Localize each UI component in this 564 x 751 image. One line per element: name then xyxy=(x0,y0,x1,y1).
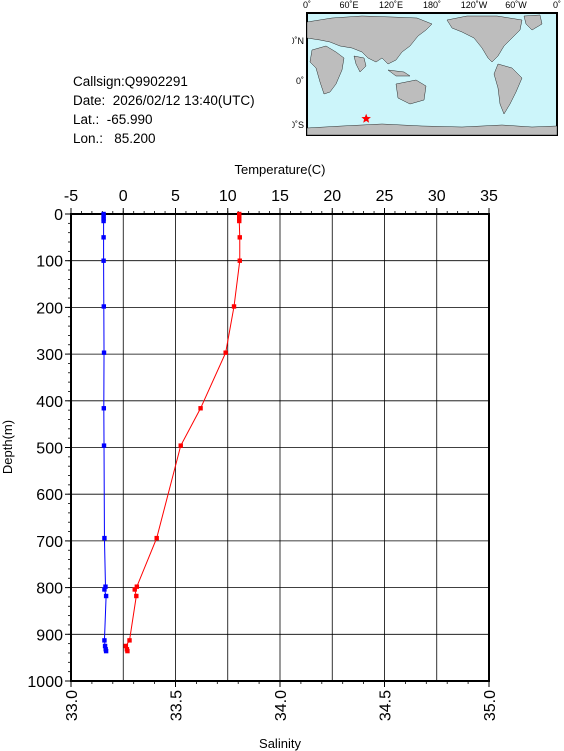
salinity-point xyxy=(101,211,106,217)
temperature-line xyxy=(125,214,241,652)
map-lat-label: 0˚ xyxy=(296,76,304,86)
top-tick-label: 30 xyxy=(428,188,446,205)
left-tick-label: 100 xyxy=(36,254,63,271)
top-tick-label: -5 xyxy=(64,188,78,205)
left-tick-label: 600 xyxy=(36,487,63,504)
salinity-point xyxy=(103,593,109,599)
star-icon xyxy=(361,113,371,123)
map-lon-label: 0˚ xyxy=(553,0,561,10)
salinity-point xyxy=(101,350,107,355)
top-tick-label: 20 xyxy=(323,188,341,205)
latitude-text: Lat.: -65.990 xyxy=(73,112,153,127)
salinity-point xyxy=(103,648,109,654)
callsign-text: Callsign:Q9902291 xyxy=(73,74,188,89)
left-tick-label: 300 xyxy=(36,347,63,364)
indonesia-landmass xyxy=(387,69,411,77)
salinity-point xyxy=(101,214,106,219)
greenland-landmass xyxy=(523,14,543,31)
bottom-axis-label: Salinity xyxy=(259,736,301,751)
map-lon-label: 60˚W xyxy=(505,0,527,10)
float-info: Callsign:Q9902291 Date: 2026/02/12 13:40… xyxy=(73,72,255,148)
bottom-tick-label: 34.5 xyxy=(378,690,395,721)
temperature-point xyxy=(237,235,242,240)
map-lon-label: 0˚ xyxy=(303,0,311,10)
temperature-point xyxy=(237,218,242,224)
salinity-point xyxy=(102,535,107,541)
salinity-point xyxy=(102,643,108,649)
map-land xyxy=(306,14,558,136)
map-lon-label: 120˚W xyxy=(461,0,488,10)
top-tick-label: 35 xyxy=(480,188,498,205)
top-tick-label: 25 xyxy=(376,188,394,205)
top-tick-label: 5 xyxy=(171,188,180,205)
salinity-point xyxy=(101,304,107,309)
left-tick-label: 900 xyxy=(36,627,63,644)
left-tick-label: 700 xyxy=(36,534,63,551)
left-axis-label: Depth(m) xyxy=(0,420,15,474)
top-axis-label: Temperature(C) xyxy=(234,162,325,177)
antarctica-landmass xyxy=(306,123,558,136)
south-america-landmass xyxy=(493,63,523,115)
temperature-point xyxy=(237,216,242,221)
india-landmass xyxy=(353,55,367,73)
longitude-text: Lon.: 85.200 xyxy=(73,131,156,146)
australia-landmass xyxy=(395,79,427,105)
bottom-tick-label: 33.5 xyxy=(169,690,186,721)
salinity-point xyxy=(101,258,106,263)
temperature-point xyxy=(134,584,140,589)
temperature-point xyxy=(237,214,242,219)
salinity-point xyxy=(101,443,107,448)
temperature-point xyxy=(127,638,132,643)
map-lat-label: 60˚S xyxy=(292,120,304,130)
left-tick-label: 400 xyxy=(36,394,63,411)
salinity-point xyxy=(102,587,107,592)
map-lat-label: 60˚N xyxy=(292,36,304,46)
eurasia-landmass xyxy=(306,15,433,65)
salinity-point xyxy=(102,638,107,643)
temperature-point xyxy=(154,535,159,541)
salinity-point xyxy=(101,218,106,224)
salinity-point xyxy=(101,216,106,221)
temperature-point xyxy=(223,350,228,355)
profile-chart: -5 0 5 10 15 20 25 30 35010020030040050060070080… xyxy=(0,162,499,751)
map-top-tick-labels: 0˚ 60˚E 120˚E 180˚ 120˚W 60˚W 0˚ xyxy=(303,0,561,10)
top-tick-label: 15 xyxy=(271,188,289,205)
top-tick-label: 10 xyxy=(219,188,237,205)
bottom-tick-label: 33.0 xyxy=(64,690,81,721)
salinity-point xyxy=(101,406,107,411)
left-tick-label: 500 xyxy=(36,441,63,458)
temperature-point xyxy=(123,643,129,649)
map-lon-label: 120˚E xyxy=(379,0,403,10)
top-tick-label: 0 xyxy=(119,188,128,205)
date-text: Date: 2026/02/12 13:40(UTC) xyxy=(73,93,255,108)
temperature-point xyxy=(125,648,130,654)
temperature-point xyxy=(198,406,203,411)
left-tick-label: 200 xyxy=(36,300,63,317)
temperature-point xyxy=(231,304,237,309)
temperature-point xyxy=(237,211,242,217)
left-tick-label: 1000 xyxy=(27,674,63,691)
temperature-point xyxy=(132,587,137,592)
north-america-landmass xyxy=(446,15,523,63)
bottom-tick-label: 35.0 xyxy=(482,690,499,721)
location-map: 0˚ 60˚E 120˚E 180˚ 120˚W 60˚W 0˚ 60˚N 0˚… xyxy=(292,0,561,136)
temperature-point xyxy=(134,593,139,599)
salinity-point xyxy=(101,235,106,240)
temperature-point xyxy=(178,443,183,448)
map-lon-label: 180˚ xyxy=(423,0,441,10)
salinity-point xyxy=(103,584,108,589)
left-tick-label: 0 xyxy=(54,207,63,224)
temperature-point xyxy=(237,258,242,263)
bottom-tick-label: 34.0 xyxy=(273,690,290,721)
map-left-tick-labels: 60˚N 0˚ 60˚S xyxy=(292,36,304,130)
africa-landmass xyxy=(309,45,345,95)
left-tick-label: 800 xyxy=(36,581,63,598)
map-lon-label: 60˚E xyxy=(339,0,358,10)
